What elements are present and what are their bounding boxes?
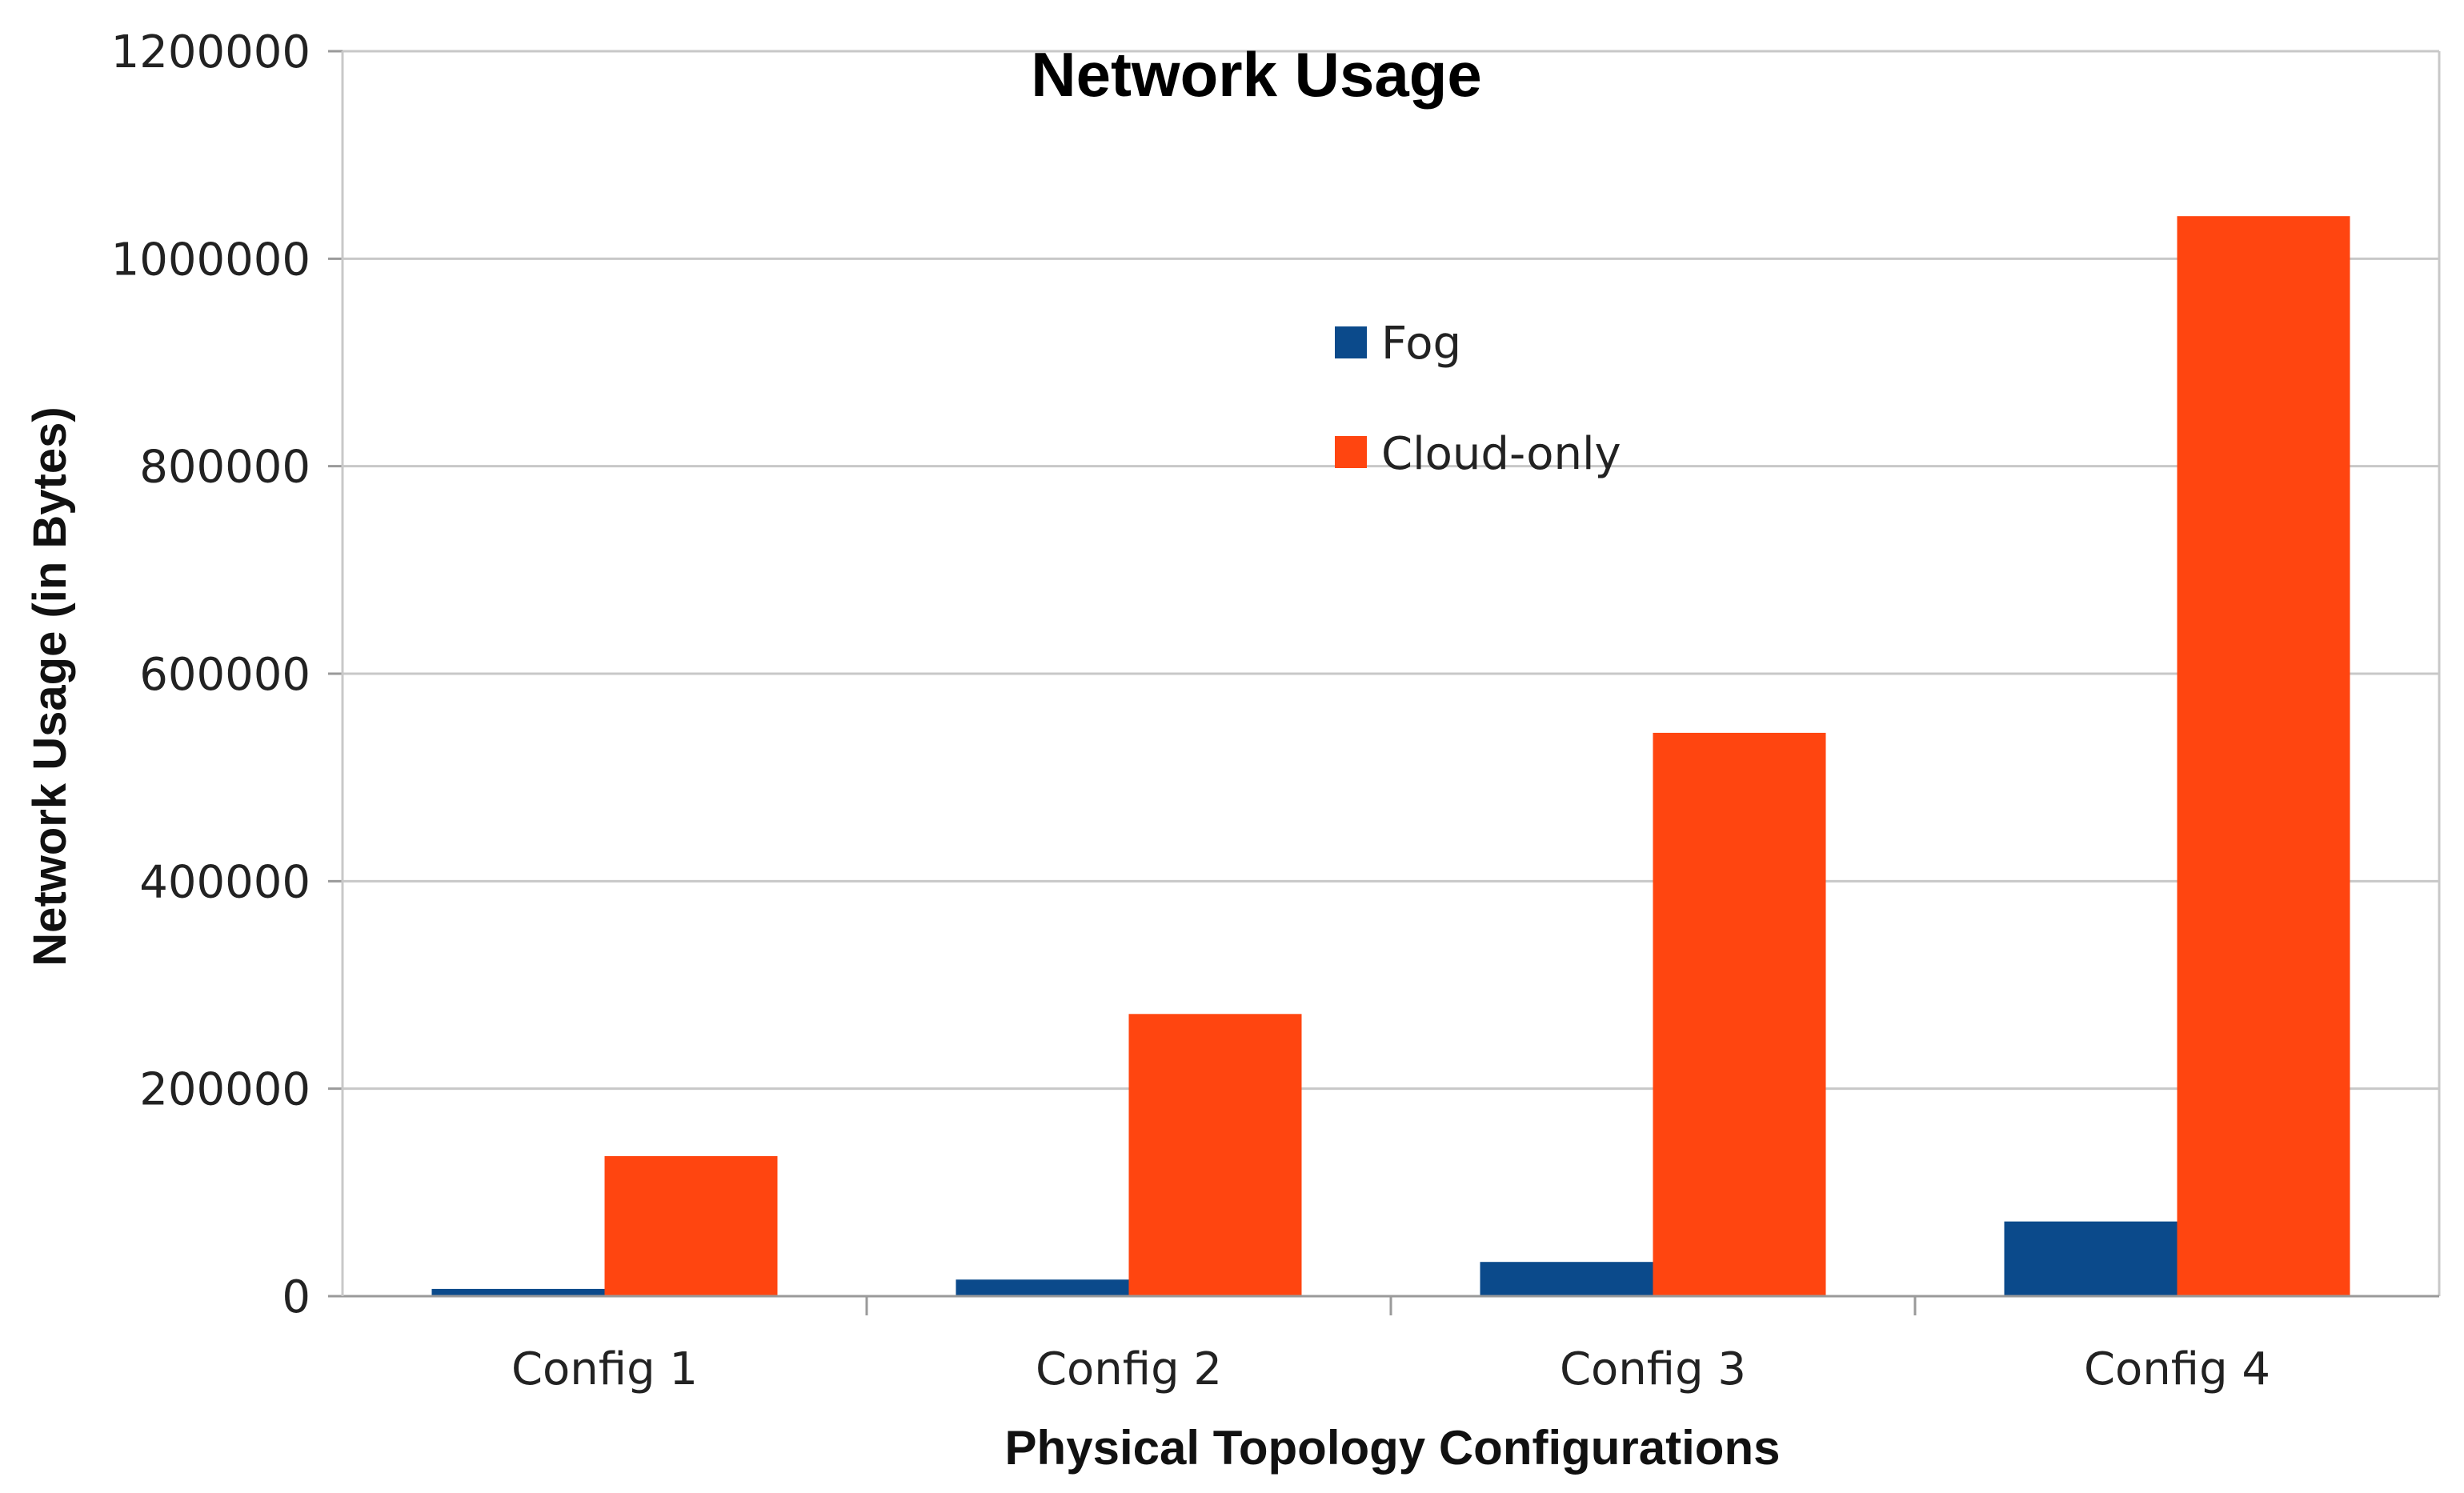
bar-cloud-only-1 (604, 1155, 778, 1296)
bars (431, 216, 2350, 1296)
bar-cloud-only-3 (1653, 732, 1826, 1296)
chart-title: Network Usage (1031, 39, 1482, 110)
y-tick-label: 400000 (139, 856, 311, 908)
bar-cloud-only-2 (1128, 1014, 1302, 1296)
y-tick-label: 600000 (139, 649, 311, 701)
legend-swatch-fog (1335, 326, 1367, 358)
gridlines (328, 50, 2441, 1315)
x-tick-label: Config 1 (511, 1343, 698, 1395)
y-tick-label: 1200000 (111, 26, 311, 78)
y-tick-label: 0 (282, 1271, 311, 1323)
x-axis-title: Physical Topology Configurations (1005, 1421, 1781, 1475)
y-tick-label: 200000 (139, 1064, 311, 1116)
x-tick-label: Config 2 (1036, 1343, 1222, 1395)
bar-fog-4 (2004, 1221, 2178, 1296)
legend: Fog Cloud-only (1335, 318, 1621, 480)
axes (341, 51, 2439, 1298)
x-tick-label: Config 4 (2084, 1343, 2270, 1395)
legend-label-cloud-only: Cloud-only (1381, 428, 1621, 480)
x-tick-labels: Config 1 Config 2 Config 3 Config 4 (511, 1343, 2270, 1395)
y-tick-label: 800000 (139, 442, 311, 494)
bar-fog-3 (1480, 1262, 1653, 1296)
y-tick-label: 1000000 (111, 234, 311, 286)
y-axis-title: Network Usage (in Bytes) (24, 406, 76, 966)
bar-fog-2 (956, 1279, 1129, 1296)
bar-cloud-only-4 (2177, 216, 2350, 1296)
legend-label-fog: Fog (1381, 318, 1461, 370)
legend-swatch-cloud-only (1335, 436, 1367, 468)
y-tick-labels: 0 200000 400000 600000 800000 1000000 1200000 (111, 26, 311, 1323)
x-tick-label: Config 3 (1560, 1343, 1746, 1395)
bar-fog-1 (431, 1288, 605, 1296)
